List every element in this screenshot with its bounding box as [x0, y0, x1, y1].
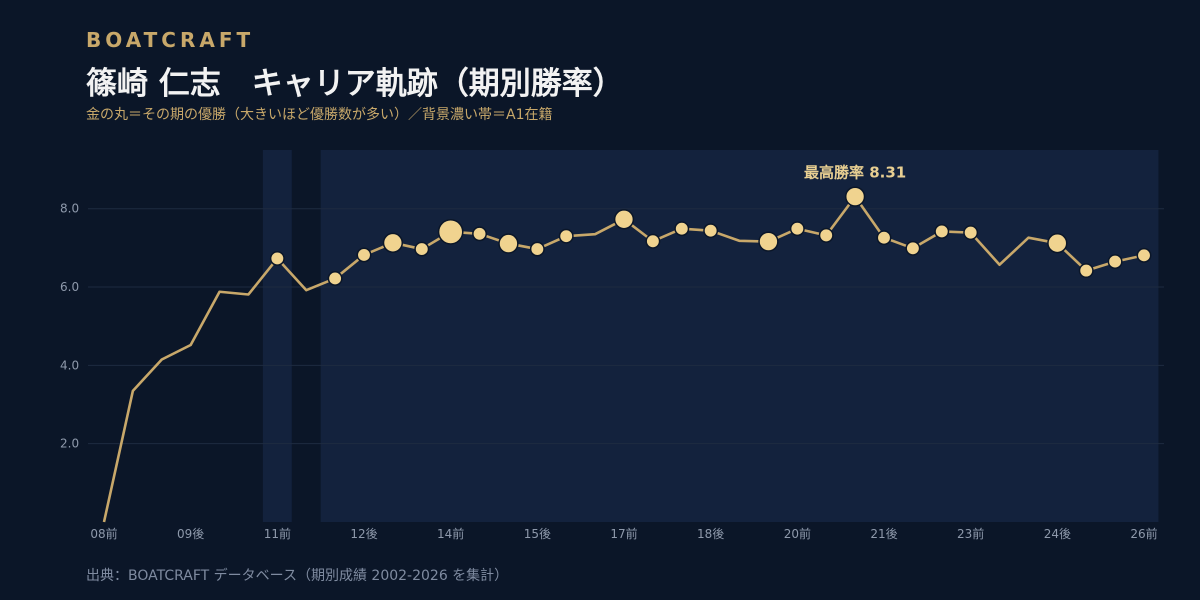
- win-marker: [905, 240, 921, 256]
- x-tick-label: 20前: [784, 526, 811, 541]
- win-marker: [934, 223, 950, 239]
- win-marker: [529, 241, 545, 257]
- win-marker: [558, 228, 574, 244]
- win-marker: [327, 270, 343, 286]
- win-marker: [382, 232, 404, 253]
- x-tick-label: 18後: [697, 527, 724, 541]
- win-marker: [789, 221, 805, 237]
- win-marker: [645, 233, 661, 249]
- win-marker: [414, 241, 430, 257]
- win-marker: [963, 225, 979, 241]
- x-tick-label: 12後: [350, 527, 377, 541]
- win-marker: [876, 230, 892, 246]
- y-tick-label: 8.0: [60, 202, 79, 216]
- x-tick-label: 08前: [90, 526, 117, 541]
- win-marker: [613, 209, 635, 230]
- x-tick-label: 23前: [957, 526, 984, 541]
- x-tick-label: 21後: [870, 527, 897, 541]
- x-tick-label: 11前: [264, 526, 291, 541]
- x-tick-label: 17前: [610, 526, 637, 541]
- x-tick-label: 14前: [437, 526, 464, 541]
- x-tick-label: 09後: [177, 527, 204, 541]
- y-tick-label: 4.0: [60, 358, 79, 372]
- win-marker: [356, 247, 372, 263]
- win-marker: [472, 226, 488, 242]
- y-tick-label: 2.0: [60, 437, 79, 451]
- x-tick-label: 24後: [1044, 527, 1071, 541]
- win-marker: [758, 231, 779, 252]
- win-marker: [1136, 247, 1152, 263]
- win-marker: [437, 218, 464, 245]
- a1-band-0: [262, 150, 292, 522]
- x-tick-label: 26前: [1130, 526, 1157, 541]
- win-marker: [498, 233, 519, 254]
- win-marker: [269, 251, 285, 266]
- win-marker: [1047, 233, 1068, 254]
- page-title: 篠崎 仁志 キャリア軌跡（期別勝率）: [86, 66, 624, 102]
- brand-label: BOATCRAFT: [86, 28, 255, 52]
- win-marker: [818, 227, 834, 243]
- win-marker: [1078, 263, 1094, 279]
- peak-annotation: 最高勝率 8.31: [804, 164, 906, 182]
- a1-band-1: [320, 150, 1159, 522]
- source-note: 出典：BOATCRAFT データベース（期別成績 2002-2026 を集計）: [86, 568, 509, 584]
- win-marker: [674, 221, 690, 237]
- chart-subtitle: 金の丸＝その期の優勝（大きいほど優勝数が多い）／背景濃い帯＝A1在籍: [86, 107, 553, 123]
- win-marker: [703, 223, 719, 239]
- x-tick-label: 15後: [524, 527, 551, 541]
- y-tick-label: 6.0: [60, 280, 79, 294]
- win-marker: [844, 186, 866, 207]
- win-marker: [1107, 254, 1123, 270]
